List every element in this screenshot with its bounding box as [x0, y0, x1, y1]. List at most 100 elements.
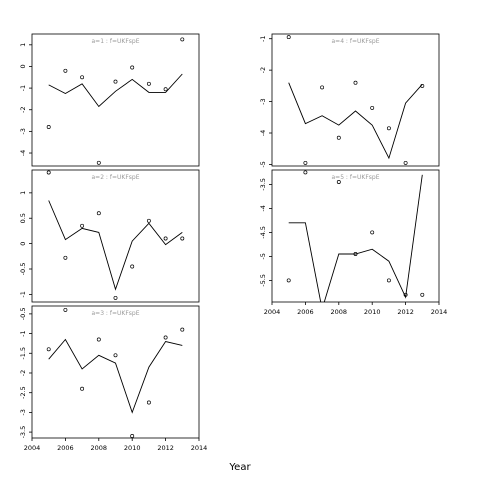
observed-point [163, 335, 168, 340]
y-tick-label: -2 [19, 370, 27, 376]
y-tick-label: -0.5 [19, 263, 27, 276]
observed-point [353, 80, 358, 85]
panel-title: a=3 : f=UKFspE [92, 310, 140, 317]
y-tick-label: -3.5 [19, 426, 27, 439]
x-tick-label: 2004 [24, 444, 41, 452]
y-tick-label: -0.5 [19, 308, 27, 321]
observed-point [146, 81, 151, 86]
panel-frame [271, 33, 440, 167]
panels: a=1 : f=UKFspE 1 0 -1 -2 -3 -4 a=2 : f=UKFspE 1 0… [19, 33, 448, 452]
panel-title: a=1 : f=UKFspE [92, 38, 140, 45]
y-tick-label: -1 [19, 330, 27, 336]
observed-point [96, 160, 101, 165]
panel-frame [31, 33, 200, 167]
y-tick-label: 1 [19, 43, 27, 47]
observed-point [320, 85, 325, 90]
observed-point [130, 434, 135, 438]
observed-point [113, 353, 118, 358]
observed-point [163, 236, 168, 241]
x-tick-label: 2010 [124, 444, 141, 452]
fitted-line [288, 174, 423, 302]
observed-point [370, 230, 375, 235]
panel-title: a=4 : f=UKFspE [332, 38, 380, 45]
x-tick-label: 2006 [297, 308, 314, 316]
y-tick-label: -5 [259, 161, 267, 167]
observed-point [63, 68, 68, 73]
y-tick-label: -5.5 [259, 274, 267, 287]
observed-point [180, 37, 185, 42]
x-tick-label: 2006 [57, 444, 74, 452]
x-tick-label: 2008 [91, 444, 108, 452]
fitted-line [288, 82, 423, 160]
observed-point [180, 327, 185, 332]
y-tick-label: -4 [19, 150, 27, 156]
panel-frame [31, 169, 200, 303]
y-tick-label: -2 [19, 106, 27, 112]
observed-point [96, 211, 101, 216]
panel-title: a=5 : f=UKFspE [332, 174, 380, 181]
y-tick-label: -1.5 [19, 347, 27, 360]
y-tick-label: -4.5 [259, 226, 267, 239]
observed-point [130, 264, 135, 269]
y-tick-label: -4 [259, 205, 267, 211]
y-tick-label: -1 [259, 35, 267, 41]
y-tick-label: -3 [19, 409, 27, 415]
y-tick-label: 0 [19, 64, 27, 68]
plot-area [46, 307, 185, 438]
fitted-line [48, 338, 183, 414]
panel-3: a=3 : f=UKFspE -0.5 -1 -1.5 -2 -2.5 -3 -3.5 2004… [19, 305, 208, 452]
x-tick-label: 2012 [397, 308, 414, 316]
y-tick-label: -2 [259, 67, 267, 73]
observed-point [46, 125, 51, 129]
observed-point [80, 386, 85, 391]
observed-point [403, 160, 408, 165]
observed-point [303, 160, 308, 165]
plot-area [286, 170, 425, 302]
plot-area [46, 170, 185, 300]
x-tick-label: 2008 [331, 308, 348, 316]
observed-point [386, 278, 391, 283]
panel-title: a=2 : f=UKFspE [92, 174, 140, 181]
observed-point [113, 79, 118, 84]
y-tick-label: -3 [19, 128, 27, 134]
observed-point [130, 65, 135, 70]
y-tick-label: -1 [19, 291, 27, 297]
observed-point [336, 180, 341, 184]
observed-point [113, 295, 118, 300]
y-tick-label: -4 [259, 130, 267, 136]
observed-point [63, 307, 68, 312]
observed-point [46, 347, 51, 352]
observed-point [370, 105, 375, 110]
observed-point [336, 135, 341, 140]
y-tick-label: -1 [19, 85, 27, 91]
observed-point [180, 236, 185, 241]
observed-point [80, 223, 85, 228]
observed-point [403, 292, 408, 297]
y-tick-label: -3 [259, 98, 267, 104]
observed-point [96, 337, 101, 342]
observed-point [386, 126, 391, 131]
y-tick-label: 1 [19, 191, 27, 195]
observed-point [420, 292, 425, 297]
observed-point [163, 87, 168, 92]
plot-area [286, 35, 425, 165]
panel-1: a=1 : f=UKFspE 1 0 -1 -2 -3 -4 [19, 33, 200, 167]
y-tick-label: 0.5 [19, 213, 27, 223]
x-axis-label: Year [228, 462, 251, 473]
observed-point [420, 83, 425, 88]
observed-point [80, 75, 85, 80]
panel-5: a=5 : f=UKFspE -3.5 -4 -4.5 -5 -5.5 2004 2006 20… [259, 169, 448, 316]
x-tick-label: 2010 [364, 308, 381, 316]
y-tick-label: -3.5 [259, 178, 267, 191]
x-tick-label: 2014 [191, 444, 208, 452]
x-tick-label: 2012 [157, 444, 174, 452]
observed-point [63, 255, 68, 260]
x-tick-label: 2014 [431, 308, 448, 316]
panel-frame [271, 169, 440, 303]
plot-area [46, 37, 185, 165]
observed-point [146, 218, 151, 223]
fitted-line [48, 73, 183, 108]
panel-frame [31, 305, 200, 439]
fitted-line [48, 200, 183, 291]
